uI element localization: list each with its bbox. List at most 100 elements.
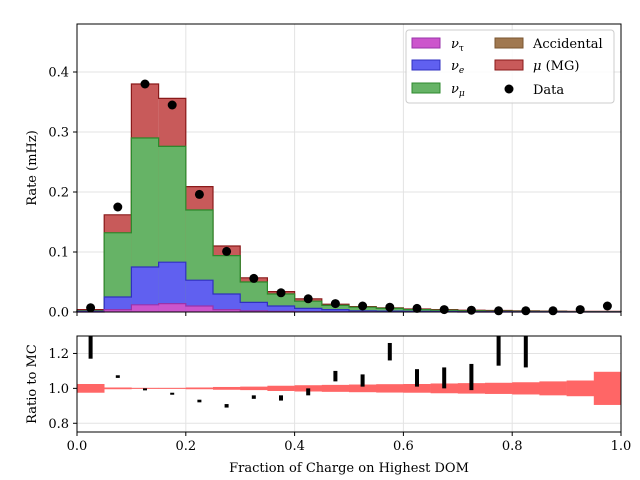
ratio-error-bar-7 <box>279 395 283 401</box>
ratio-xtick-label-1: 0.2 <box>175 439 196 454</box>
mc-uncertainty-band <box>77 371 622 405</box>
bar-0-2 <box>131 304 159 312</box>
ratio-error-bar-9 <box>333 370 338 382</box>
legend-swatch-nu-mu <box>411 82 441 94</box>
bar-2-9 <box>321 305 349 312</box>
legend-label-nu-tau: ντ <box>451 37 464 54</box>
ratio-x-ticks: 0.0 0.2 0.4 0.6 0.8 1.0 <box>67 432 632 454</box>
ratio-error-bar-10 <box>360 374 365 387</box>
mc-band-bin-3 <box>158 387 187 389</box>
data-point-11 <box>385 302 395 312</box>
data-point-5 <box>222 246 232 256</box>
ratio-xtick-label-2: 0.4 <box>284 439 305 454</box>
data-point-15 <box>494 306 504 316</box>
ratio-error-bar-2 <box>143 388 147 391</box>
mc-band-bin-1 <box>104 387 132 390</box>
legend-swatch-nu-tau <box>411 37 441 49</box>
bar-1-5 <box>213 294 241 312</box>
mc-band-bin-12 <box>403 384 431 393</box>
ratio-ytick-label-1: 1.0 <box>48 382 69 397</box>
data-point-7 <box>276 288 286 298</box>
ratio-error-bar-0 <box>88 336 93 359</box>
data-point-12 <box>412 303 422 313</box>
bar-0-1 <box>104 309 132 312</box>
ratio-panel: 0.8 1.0 1.2 0.0 0.2 0.4 0.6 0.8 1.0 Ratio to MC… <box>25 335 632 476</box>
bar-1-1 <box>104 297 132 312</box>
main-ytick-label-0: 0.0 <box>48 306 69 321</box>
ratio-error-bar-11 <box>387 342 392 361</box>
data-point-3 <box>167 100 177 110</box>
ratio-error-bars <box>88 336 528 408</box>
legend-label-mu-mg: μ (MG) <box>533 59 579 74</box>
data-point-1 <box>113 202 123 212</box>
legend-label-accidental: Accidental <box>532 37 603 52</box>
legend-swatch-nu-e <box>411 59 441 71</box>
ratio-error-bar-4 <box>197 399 202 403</box>
data-point-10 <box>358 301 368 311</box>
data-point-14 <box>466 305 476 315</box>
bar-0-3 <box>158 303 186 312</box>
data-point-19 <box>602 301 612 311</box>
ratio-ytick-label-2: 1.2 <box>48 347 69 362</box>
data-point-17 <box>548 306 558 316</box>
data-point-0 <box>86 303 96 313</box>
data-points <box>86 79 612 316</box>
main-y-ticks: 0.0 0.1 0.2 0.3 0.4 <box>48 66 77 321</box>
main-ytick-label-3: 0.3 <box>48 126 69 141</box>
bar-0-5 <box>213 309 241 312</box>
ratio-error-bar-15 <box>496 336 501 366</box>
data-point-4 <box>194 189 204 199</box>
main-histogram-panel: 0.0 0.1 0.2 0.3 0.4 Rate (mHz) ντ νe νμ Acci… <box>25 23 622 321</box>
mc-band-bin-15 <box>485 382 513 394</box>
legend-swatch-mu-mg <box>494 59 524 71</box>
mc-band-bin-19 <box>593 371 622 405</box>
legend-swatch-accidental <box>494 37 524 49</box>
main-plot-frame <box>76 23 622 313</box>
ratio-xtick-label-5: 1.0 <box>611 439 632 454</box>
mc-band-bin-7 <box>267 385 295 391</box>
mc-band-bin-4 <box>185 387 214 390</box>
mc-band-bin-17 <box>539 381 567 396</box>
ratio-error-bar-8 <box>306 388 311 396</box>
ratio-xtick-label-3: 0.6 <box>393 439 414 454</box>
ratio-error-bar-13 <box>442 367 447 389</box>
ratio-error-bar-14 <box>469 363 474 391</box>
stacked-histogram <box>76 83 622 313</box>
mc-band-bin-5 <box>213 386 241 390</box>
mc-band-bin-16 <box>512 382 540 395</box>
legend: ντ νe νμ Accidental μ (MG) Data <box>405 29 615 104</box>
ratio-y-ticks: 0.8 1.0 1.2 <box>48 347 77 432</box>
mc-band-bin-11 <box>376 384 404 393</box>
mc-band-bin-0 <box>77 384 105 393</box>
x-axis-label: Fraction of Charge on Highest DOM <box>229 461 469 476</box>
data-point-18 <box>575 305 585 315</box>
ratio-y-axis-label: Ratio to MC <box>25 344 40 424</box>
bar-2-8 <box>294 301 322 312</box>
main-ytick-label-2: 0.2 <box>48 186 69 201</box>
main-ytick-label-1: 0.1 <box>48 246 69 261</box>
mc-band-bin-18 <box>566 380 595 397</box>
data-point-6 <box>249 273 259 283</box>
bar-0-4 <box>185 306 213 312</box>
data-point-2 <box>140 79 150 89</box>
data-point-8 <box>303 294 313 304</box>
ratio-plot-frame <box>76 335 622 433</box>
mc-band-bin-10 <box>349 384 377 393</box>
bar-1-6 <box>240 302 268 312</box>
mc-band-bin-6 <box>240 386 268 391</box>
ratio-error-bar-6 <box>251 395 256 399</box>
ratio-error-bar-1 <box>115 375 120 378</box>
ratio-xtick-label-0: 0.0 <box>67 439 88 454</box>
data-point-9 <box>330 299 340 309</box>
legend-marker-data <box>504 84 514 94</box>
bar-1-8 <box>294 308 322 312</box>
ratio-error-bar-16 <box>523 336 528 368</box>
legend-label-nu-e: νe <box>451 59 464 76</box>
main-x-ticks <box>76 312 622 316</box>
ratio-error-bar-12 <box>415 369 419 387</box>
legend-label-nu-mu: νμ <box>451 82 465 99</box>
data-point-13 <box>439 305 449 315</box>
ratio-ytick-label-0: 0.8 <box>48 417 69 432</box>
ratio-error-bar-5 <box>224 404 229 408</box>
